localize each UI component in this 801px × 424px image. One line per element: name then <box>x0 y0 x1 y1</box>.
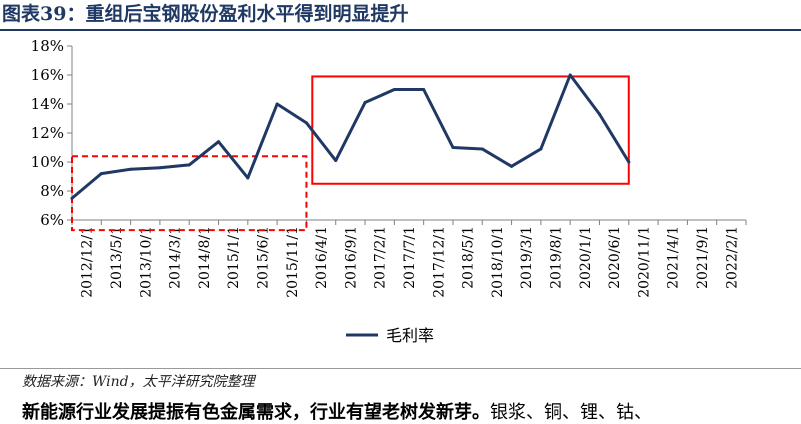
data-point <box>70 196 74 200</box>
x-tick-label: 2020/6/1 <box>607 226 623 289</box>
data-point <box>363 101 367 105</box>
data-point <box>627 160 631 164</box>
y-tick-label: 12% <box>31 124 64 142</box>
body-bold-text: 新能源行业发展提振有色金属需求，行业有望老树发新芽。 <box>22 402 490 423</box>
y-tick-label: 16% <box>31 66 64 84</box>
body-paragraph: 新能源行业发展提振有色金属需求，行业有望老树发新芽。银浆、铜、锂、钴、 <box>22 398 652 424</box>
source-divider <box>0 368 801 369</box>
x-tick-label: 2016/4/1 <box>314 226 330 289</box>
figure-title: 图表39：重组后宝钢股份盈利水平得到明显提升 <box>2 3 409 25</box>
series-line <box>70 73 631 200</box>
data-point <box>568 73 572 77</box>
data-point <box>422 88 426 91</box>
data-point <box>304 121 308 125</box>
line-chart: 6% 8% 10% 12% 14% 16% 18% 2012/12/1 2013/5/1 2013… <box>31 37 747 345</box>
y-tick-label: 18% <box>31 37 64 55</box>
x-tick-label: 2018/5/1 <box>461 226 477 289</box>
y-tick-label: 14% <box>31 95 64 113</box>
x-tick-label: 2014/3/1 <box>168 226 184 289</box>
data-point <box>597 112 601 116</box>
highlight-box-solid <box>311 75 630 185</box>
data-point <box>158 166 162 170</box>
data-point <box>334 159 338 163</box>
title-rule <box>0 29 801 31</box>
x-tick-label: 2021/9/1 <box>695 226 711 289</box>
data-point <box>246 176 250 180</box>
data-point <box>480 147 484 151</box>
data-point <box>275 102 279 106</box>
x-tick-label: 2014/8/1 <box>197 226 213 289</box>
x-tick-label: 2019/8/1 <box>549 226 565 289</box>
x-tick-label: 2012/12/1 <box>80 226 96 298</box>
highlight-box-dashed <box>71 155 308 232</box>
x-tick-label: 2018/10/1 <box>490 226 506 298</box>
x-tick-label: 2017/2/1 <box>373 226 389 289</box>
x-tick-label: 2016/9/1 <box>343 226 359 289</box>
x-tick-label: 2017/12/1 <box>431 226 447 298</box>
x-tick-label: 2020/1/1 <box>578 226 594 289</box>
x-tick-label: 2013/5/1 <box>109 226 125 289</box>
x-tick-label: 2017/7/1 <box>402 226 418 289</box>
x-tick-label: 2019/3/1 <box>519 226 535 289</box>
data-point <box>187 163 191 167</box>
x-tick-label: 2015/11/1 <box>285 226 301 298</box>
data-point <box>99 172 103 176</box>
data-point <box>451 146 455 149</box>
x-tick-label: 2021/4/1 <box>666 226 682 289</box>
x-tick-label: 2022/2/1 <box>724 226 740 289</box>
x-tick-label: 2020/11/1 <box>636 226 652 298</box>
data-point <box>129 167 133 171</box>
body-text: 银浆、铜、锂、钴、 <box>490 402 652 423</box>
data-point <box>510 164 514 168</box>
y-tick-label: 6% <box>40 211 64 229</box>
data-point <box>539 147 543 151</box>
y-tick-label: 10% <box>31 153 64 171</box>
x-tick-label: 2013/10/1 <box>138 226 154 298</box>
x-tick-label: 2015/1/1 <box>226 226 242 289</box>
x-tick-label: 2015/6/1 <box>255 226 271 289</box>
source-note: 数据来源：Wind，太平洋研究院整理 <box>22 374 255 390</box>
data-point <box>217 140 221 144</box>
y-tick-label: 8% <box>40 182 64 200</box>
legend-label: 毛利率 <box>386 326 434 345</box>
data-point <box>392 88 396 91</box>
